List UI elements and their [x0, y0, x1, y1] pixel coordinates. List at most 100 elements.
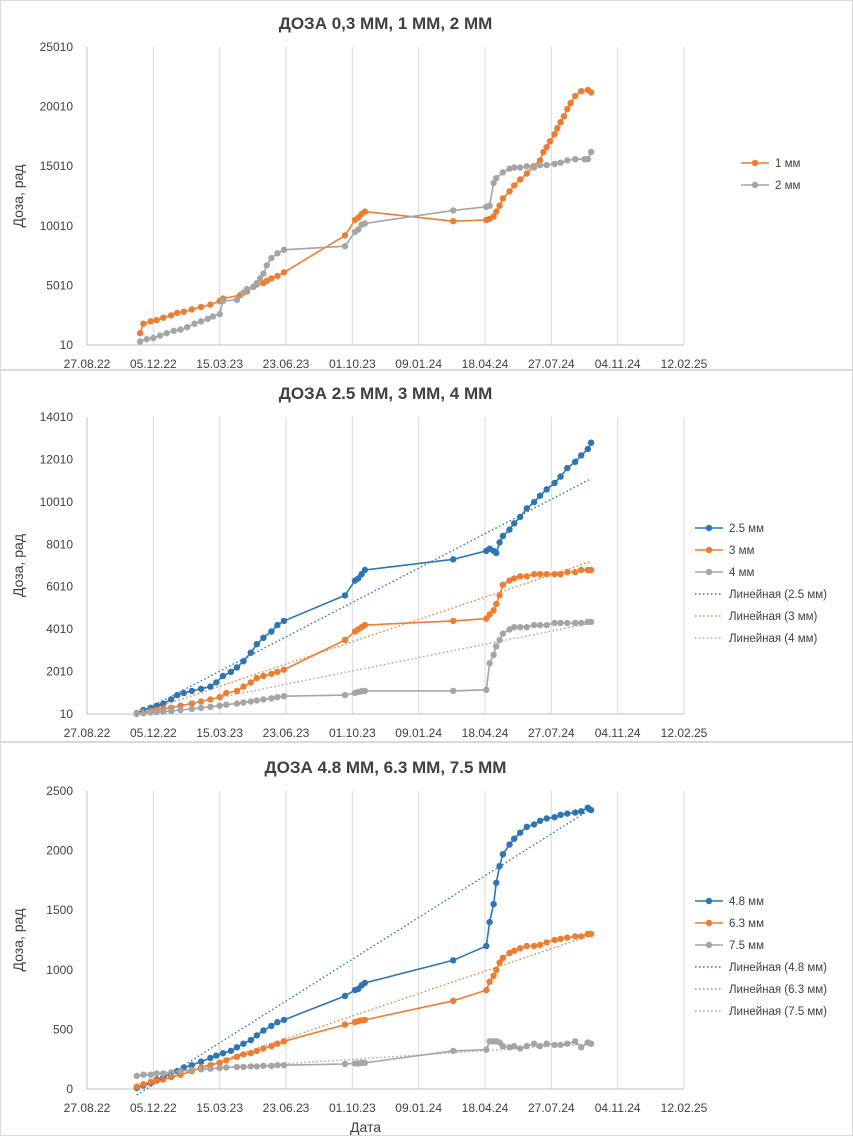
data-point	[253, 641, 260, 648]
chart-title: ДОЗА 4.8 ММ, 6.3 ММ, 7.5 ММ	[265, 758, 507, 777]
y-tick-label: 14010	[40, 410, 74, 424]
data-point	[150, 334, 157, 342]
data-point	[253, 1063, 260, 1070]
chart-2: ДОЗА 2.5 ММ, 3 ММ, 4 ММ 27.08.22 05.12.22 1…	[10, 384, 827, 740]
data-point	[554, 125, 561, 132]
data-point	[160, 700, 167, 707]
data-point	[133, 1083, 140, 1090]
data-point	[240, 1040, 247, 1047]
data-point	[188, 306, 195, 313]
y-tick-label: 6010	[46, 580, 73, 594]
data-point	[233, 700, 241, 707]
data-point	[572, 458, 579, 465]
data-point	[486, 611, 493, 618]
data-point	[216, 1064, 223, 1072]
data-point	[216, 310, 223, 318]
data-point	[180, 689, 187, 697]
legend-marker	[751, 181, 759, 189]
data-point	[168, 312, 175, 319]
data-point	[557, 1041, 564, 1049]
data-point	[174, 691, 181, 699]
data-point	[260, 270, 267, 277]
data-point	[450, 957, 457, 964]
data-point	[572, 92, 579, 100]
x-tick-label: 05.12.22	[130, 726, 177, 740]
data-point	[163, 330, 170, 337]
data-point	[511, 520, 518, 527]
data-point	[530, 821, 538, 828]
legend-label: 4 мм	[729, 567, 754, 579]
data-point	[188, 687, 195, 695]
data-point	[506, 949, 513, 957]
y-tick-label: 10	[60, 338, 74, 352]
data-point	[260, 696, 267, 703]
legend-label: Линейная (6.3 мм)	[729, 984, 827, 996]
data-point	[564, 934, 571, 941]
data-point	[361, 1059, 369, 1066]
x-tick-label: 27.08.22	[64, 1101, 111, 1115]
data-point	[274, 250, 281, 257]
legend-label: 7.5 мм	[729, 940, 764, 952]
y-tick-label: 10010	[40, 219, 74, 233]
data-point	[247, 1063, 254, 1070]
data-point	[361, 621, 369, 629]
data-point	[506, 188, 513, 195]
data-point	[180, 308, 187, 315]
data-point	[223, 689, 230, 697]
data-point	[572, 809, 579, 816]
y-tick-label: 2500	[46, 784, 73, 798]
data-point	[536, 571, 544, 578]
data-point	[523, 170, 530, 177]
data-point	[140, 320, 147, 327]
data-point	[247, 649, 254, 656]
data-point	[543, 144, 550, 151]
data-point	[536, 1042, 544, 1050]
data-point	[572, 619, 579, 627]
data-point	[557, 119, 564, 126]
data-point	[578, 566, 585, 574]
y-tick-label: 10010	[40, 495, 74, 509]
data-point	[536, 941, 544, 948]
data-point	[523, 163, 530, 170]
y-axis-label: Доза, рад	[10, 909, 26, 972]
data-point	[490, 607, 497, 614]
data-point	[160, 314, 167, 321]
data-point	[168, 707, 175, 715]
data-point	[551, 479, 558, 487]
data-point	[219, 1050, 227, 1057]
data-point	[517, 624, 524, 631]
y-tick-label: 12010	[40, 452, 74, 466]
data-point	[530, 164, 538, 171]
data-point	[361, 1016, 369, 1024]
data-point	[274, 694, 281, 701]
y-tick-label: 20010	[40, 100, 74, 114]
data-point	[543, 486, 550, 493]
data-point	[587, 930, 595, 938]
data-point	[564, 157, 571, 164]
data-point	[341, 1021, 349, 1028]
data-point	[557, 619, 564, 627]
data-point	[197, 303, 205, 311]
chart-panel-3: ДОЗА 4.8 ММ, 6.3 ММ, 7.5 ММ 27.08.22 05.12…	[0, 742, 853, 1136]
data-point	[133, 1072, 140, 1080]
y-tick-label: 25010	[40, 40, 74, 54]
data-point	[188, 705, 195, 713]
y-tick-label: 2010	[46, 665, 73, 679]
data-point	[511, 575, 518, 582]
data-point	[572, 1038, 579, 1045]
legend-label: Линейная (3 мм)	[729, 611, 818, 623]
data-point	[207, 696, 214, 703]
data-point	[361, 566, 369, 574]
data-point	[551, 130, 558, 138]
data-point	[247, 698, 254, 705]
data-point	[263, 262, 270, 269]
data-point	[496, 636, 503, 644]
data-point	[551, 160, 558, 168]
data-point	[511, 835, 518, 842]
data-point	[557, 811, 564, 818]
data-point	[233, 664, 241, 671]
x-tick-label: 09.01.24	[395, 1101, 442, 1115]
data-point	[587, 148, 595, 156]
data-point	[490, 972, 497, 979]
data-point	[499, 195, 507, 202]
